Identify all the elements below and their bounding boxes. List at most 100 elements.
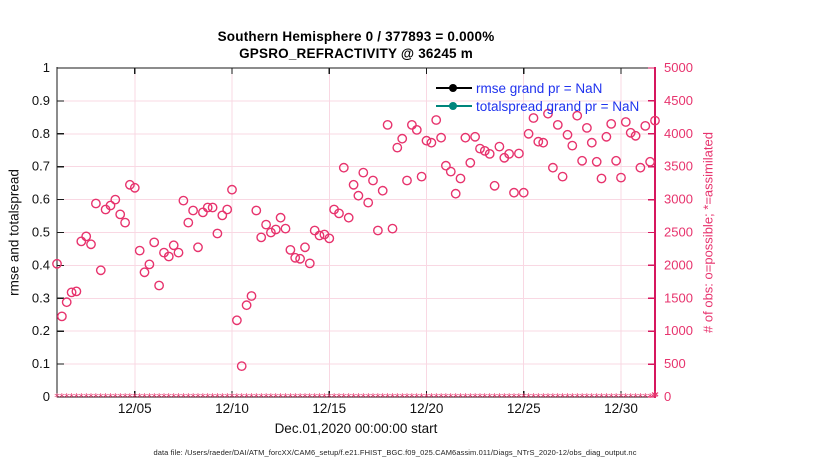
assimilated-obs-marker: * bbox=[239, 391, 245, 404]
legend: rmse grand pr = NaN totalspread grand pr… bbox=[436, 79, 639, 115]
possible-obs-point bbox=[416, 171, 427, 182]
possible-obs-point bbox=[86, 239, 96, 250]
possible-obs-point bbox=[76, 236, 87, 247]
possible-obs-point bbox=[543, 108, 553, 119]
possible-obs-point bbox=[630, 130, 641, 141]
possible-obs-point bbox=[110, 194, 121, 205]
assimilated-obs-marker: * bbox=[224, 391, 230, 404]
assimilated-obs-marker: * bbox=[356, 391, 362, 404]
possible-obs-point bbox=[572, 110, 583, 121]
assimilated-obs-marker: * bbox=[166, 391, 172, 404]
assimilated-obs-marker: * bbox=[176, 391, 182, 404]
possible-obs-point bbox=[236, 361, 247, 371]
assimilated-obs-marker: * bbox=[83, 391, 89, 404]
assimilated-obs-marker: * bbox=[502, 391, 508, 404]
assimilated-obs-marker: * bbox=[161, 391, 167, 404]
possible-obs-point bbox=[596, 173, 607, 184]
svg-text:12/20: 12/20 bbox=[410, 401, 444, 416]
assimilated-obs-marker: * bbox=[88, 391, 94, 404]
assimilated-obs-marker: * bbox=[205, 391, 211, 404]
assimilated-obs-marker: * bbox=[283, 391, 289, 404]
assimilated-obs-marker: * bbox=[122, 391, 128, 404]
svg-text:0.9: 0.9 bbox=[32, 93, 50, 108]
assimilated-obs-marker: * bbox=[273, 391, 279, 404]
assimilated-obs-marker: * bbox=[536, 391, 542, 404]
chart-title-line1: Southern Hemisphere 0 / 377893 = 0.000% bbox=[217, 29, 495, 44]
assimilated-obs-marker: * bbox=[336, 391, 342, 404]
assimilated-obs-marker: * bbox=[302, 391, 308, 404]
possible-obs-point bbox=[183, 217, 194, 228]
svg-text:12/30: 12/30 bbox=[604, 401, 638, 416]
assimilated-obs-marker: * bbox=[351, 391, 357, 404]
possible-obs-point bbox=[256, 232, 267, 243]
assimilated-obs-marker: * bbox=[127, 391, 133, 404]
assimilated-obs-marker: * bbox=[297, 391, 303, 404]
y-axis-label-left: rmse and totalspread bbox=[6, 169, 22, 296]
possible-obs-point bbox=[586, 137, 597, 148]
assimilated-obs-marker: * bbox=[570, 391, 576, 404]
assimilated-obs-marker: * bbox=[54, 391, 60, 404]
legend-item-totalspread: totalspread grand pr = NaN bbox=[436, 97, 639, 115]
assimilated-obs-marker: * bbox=[463, 391, 469, 404]
possible-obs-point bbox=[620, 117, 631, 127]
svg-text:1: 1 bbox=[43, 60, 50, 75]
svg-text:1500: 1500 bbox=[664, 290, 693, 305]
possible-obs-point bbox=[212, 228, 223, 239]
assimilated-obs-marker: * bbox=[482, 391, 488, 404]
possible-obs-point bbox=[528, 113, 539, 123]
svg-text:0.2: 0.2 bbox=[32, 323, 50, 338]
possible-obs-point bbox=[445, 166, 456, 177]
svg-text:0.5: 0.5 bbox=[32, 225, 50, 240]
possible-obs-point bbox=[431, 115, 442, 125]
svg-text:0.4: 0.4 bbox=[32, 257, 50, 272]
possible-obs-point bbox=[479, 145, 490, 156]
assimilated-obs-marker: * bbox=[254, 391, 260, 404]
assimilated-obs-marker: * bbox=[550, 391, 556, 404]
possible-obs-point bbox=[275, 212, 286, 223]
possible-obs-point bbox=[149, 237, 160, 248]
assimilated-obs-marker: * bbox=[395, 391, 401, 404]
svg-text:12/25: 12/25 bbox=[507, 401, 541, 416]
possible-obs-point bbox=[440, 160, 451, 171]
assimilated-obs-marker: * bbox=[74, 391, 80, 404]
possible-obs-point bbox=[66, 287, 77, 298]
assimilated-obs-marker: * bbox=[574, 391, 580, 404]
assimilated-obs-marker: * bbox=[210, 391, 216, 404]
possible-obs-point bbox=[557, 171, 568, 182]
possible-obs-point bbox=[129, 182, 140, 193]
possible-obs-point bbox=[509, 187, 519, 198]
assimilated-obs-marker: * bbox=[443, 391, 449, 404]
svg-text:0.7: 0.7 bbox=[32, 159, 50, 174]
assimilated-obs-series: * * * * * * * * * * * * * * * * * * * * * * * * * * * * * * * * * * * * * * * *… bbox=[54, 390, 659, 406]
possible-obs-point bbox=[115, 209, 126, 220]
assimilated-obs-marker: * bbox=[594, 391, 600, 404]
svg-text:0.1: 0.1 bbox=[32, 356, 50, 371]
possible-obs-point bbox=[188, 205, 199, 216]
assimilated-obs-marker: * bbox=[487, 391, 493, 404]
possible-obs-point bbox=[489, 180, 500, 191]
assimilated-obs-marker: * bbox=[429, 391, 435, 404]
possible-obs-point bbox=[154, 280, 165, 291]
svg-text:0.3: 0.3 bbox=[32, 290, 50, 305]
possible-obs-point bbox=[411, 124, 422, 135]
assimilated-obs-marker: * bbox=[608, 391, 614, 404]
totalspread-line-swatch bbox=[436, 102, 472, 110]
possible-obs-point bbox=[173, 247, 184, 258]
possible-obs-point bbox=[523, 128, 534, 139]
assimilated-obs-marker: * bbox=[268, 391, 274, 404]
assimilated-obs-marker: * bbox=[599, 391, 605, 404]
assimilated-obs-marker: * bbox=[278, 391, 284, 404]
assimilated-obs-marker: * bbox=[79, 391, 85, 404]
assimilated-obs-marker: * bbox=[117, 391, 123, 404]
assimilated-obs-marker: * bbox=[477, 391, 483, 404]
svg-text:5000: 5000 bbox=[664, 60, 693, 75]
assimilated-obs-marker: * bbox=[526, 391, 532, 404]
assimilated-obs-marker: * bbox=[327, 391, 333, 404]
assimilated-obs-marker: * bbox=[613, 391, 619, 404]
assimilated-obs-marker: * bbox=[404, 391, 410, 404]
possible-obs-point bbox=[124, 179, 135, 190]
assimilated-obs-marker: * bbox=[312, 391, 318, 404]
assimilated-obs-marker: * bbox=[220, 391, 226, 404]
possible-obs-point bbox=[533, 136, 544, 147]
